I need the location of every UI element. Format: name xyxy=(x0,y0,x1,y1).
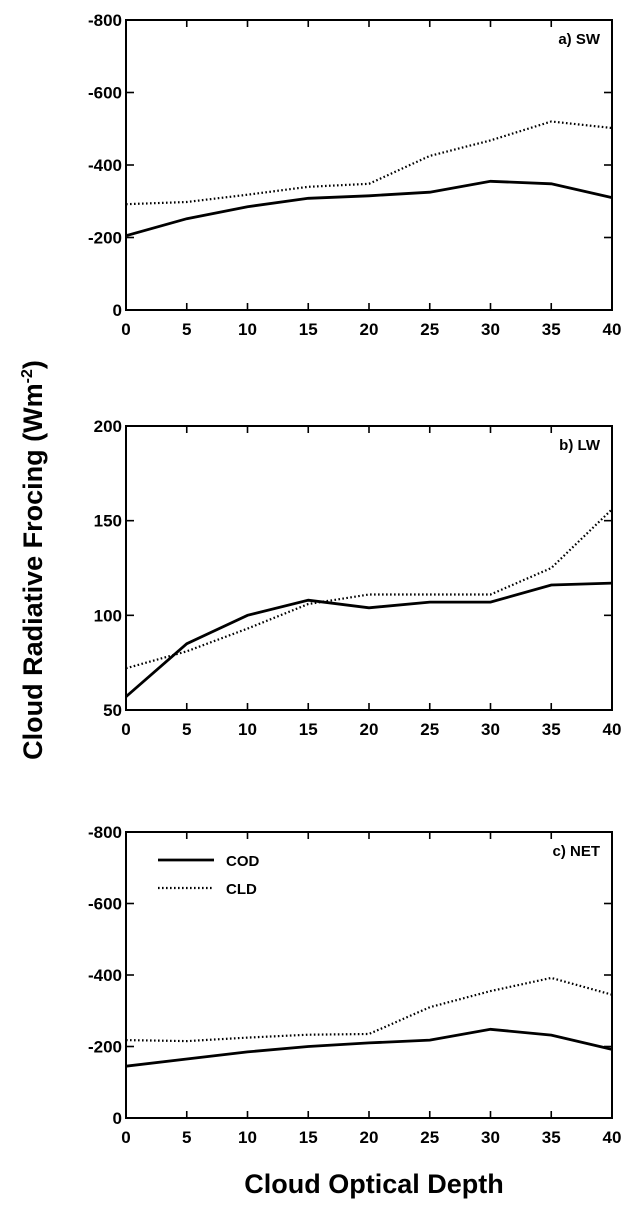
series-line-cod xyxy=(125,179,613,238)
x-tick-label: 0 xyxy=(121,320,130,339)
y-tick-label: -800 xyxy=(88,823,122,842)
y-tick-label: 200 xyxy=(94,417,122,436)
x-tick-label: 10 xyxy=(238,1128,257,1147)
legend-label-cod: COD xyxy=(226,853,260,870)
y-tick-label: -200 xyxy=(88,229,122,248)
y-tick-label: -400 xyxy=(88,156,122,175)
x-tick-label: 25 xyxy=(420,720,439,739)
x-tick-label: 40 xyxy=(603,720,622,739)
y-tick-label: -600 xyxy=(88,84,122,103)
x-tick-label: 30 xyxy=(481,1128,500,1147)
y-tick-label: 50 xyxy=(103,701,122,720)
panel-1: 0 5 10 15 20 25 30 35 40 -800 -600 -400 -200 0 a) SW xyxy=(88,11,621,339)
x-tick-label: 15 xyxy=(299,320,318,339)
plot-frame xyxy=(125,425,613,711)
y-tick-label: 100 xyxy=(94,606,122,625)
legend-label-cld: CLD xyxy=(226,881,257,898)
x-tick-label: 30 xyxy=(481,320,500,339)
panel-2: 0 5 10 15 20 25 30 35 40 200 150 100 50 b) LW xyxy=(94,417,622,739)
x-tick-label: 35 xyxy=(542,320,561,339)
x-tick-label: 40 xyxy=(603,1128,622,1147)
x-tick-label: 0 xyxy=(121,720,130,739)
x-tick-label: 20 xyxy=(360,1128,379,1147)
series-line-cld xyxy=(125,508,613,670)
x-tick-label: 5 xyxy=(182,1128,191,1147)
x-tick-label: 35 xyxy=(542,720,561,739)
x-axis-title: Cloud Optical Depth xyxy=(244,1169,504,1199)
x-tick-label: 20 xyxy=(360,720,379,739)
plot-frame xyxy=(125,19,613,311)
y-tick-label: -600 xyxy=(88,895,122,914)
x-tick-label: 10 xyxy=(238,320,257,339)
panel-label: c) NET xyxy=(552,843,600,860)
x-tick-label: 5 xyxy=(182,720,191,739)
panel-label: a) SW xyxy=(558,31,601,48)
x-tick-label: 40 xyxy=(603,320,622,339)
panel-label: b) LW xyxy=(559,437,601,454)
y-tick-label: 0 xyxy=(113,301,122,320)
x-tick-label: 25 xyxy=(420,320,439,339)
y-tick-label: 150 xyxy=(94,512,122,531)
x-tick-label: 15 xyxy=(299,1128,318,1147)
x-tick-label: 25 xyxy=(420,1128,439,1147)
y-axis-title: Cloud Radiative Frocing (Wm-2) xyxy=(18,360,48,760)
x-tick-label: 20 xyxy=(360,320,379,339)
y-axis-title-main: Cloud Radiative Frocing (Wm xyxy=(18,383,48,760)
x-tick-label: 35 xyxy=(542,1128,561,1147)
x-tick-label: 15 xyxy=(299,720,318,739)
x-tick-label: 0 xyxy=(121,1128,130,1147)
series-line-cld xyxy=(125,120,613,206)
x-tick-label: 30 xyxy=(481,720,500,739)
series-line-cod xyxy=(125,581,613,698)
series-line-cod xyxy=(125,1027,613,1068)
y-tick-label: -400 xyxy=(88,966,122,985)
panel-3: 0 5 10 15 20 25 30 35 40 -800 -600 -400 -200 0 c) NET C… xyxy=(88,823,621,1147)
y-axis-title-close: ) xyxy=(18,360,48,369)
x-tick-label: 10 xyxy=(238,720,257,739)
y-tick-label: -800 xyxy=(88,11,122,30)
x-tick-label: 5 xyxy=(182,320,191,339)
y-tick-label: 0 xyxy=(113,1109,122,1128)
plot-frame xyxy=(125,831,613,1119)
series-line-cld xyxy=(125,976,613,1043)
y-axis-title-sup: -2 xyxy=(19,369,36,383)
y-tick-label: -200 xyxy=(88,1038,122,1057)
